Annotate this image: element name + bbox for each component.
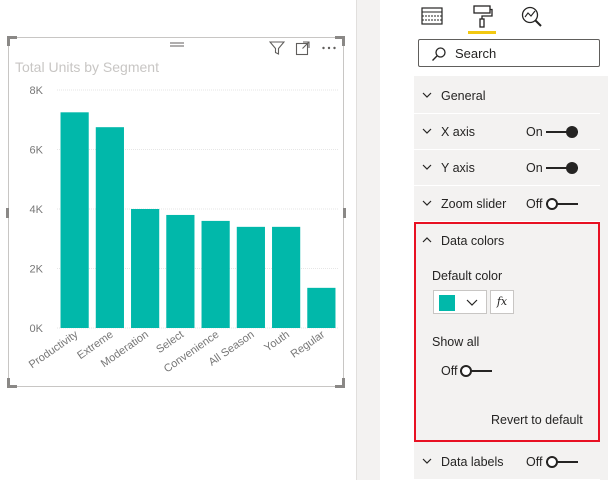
data-labels-toggle[interactable] bbox=[546, 455, 578, 469]
format-paint-icon bbox=[473, 5, 493, 28]
bar-all-season[interactable] bbox=[236, 226, 265, 328]
analytics-icon bbox=[521, 6, 542, 27]
section-label-data-colors[interactable]: Data colors bbox=[441, 234, 505, 248]
search-icon bbox=[432, 47, 446, 61]
chevron-down-icon bbox=[466, 299, 478, 306]
color-swatch bbox=[439, 295, 455, 311]
resize-handle-right[interactable] bbox=[343, 208, 346, 218]
revert-to-default-link[interactable]: Revert to default bbox=[491, 413, 583, 427]
focus-mode-icon[interactable] bbox=[295, 40, 311, 56]
section-label-x-axis: X axis bbox=[441, 125, 476, 139]
bar-select[interactable] bbox=[166, 214, 195, 328]
bar-extreme[interactable] bbox=[95, 127, 124, 328]
show-all-label: Show all bbox=[432, 335, 480, 349]
y-tick-label: 2K bbox=[30, 264, 44, 276]
resize-handle-bottom-right[interactable] bbox=[335, 378, 345, 388]
section-data-colors: Data colors Default color fx Show all Of… bbox=[414, 222, 600, 442]
x-axis-toggle[interactable] bbox=[546, 125, 578, 139]
section-zoom-slider[interactable]: Zoom slider Off bbox=[414, 186, 600, 222]
section-x-axis[interactable]: X axis On bbox=[414, 114, 600, 150]
format-sections bbox=[414, 76, 608, 480]
y-tick-label: 0K bbox=[30, 323, 44, 335]
section-label-data-labels: Data labels bbox=[441, 455, 504, 469]
section-y-axis[interactable]: Y axis On bbox=[414, 150, 600, 186]
chevron-up-icon[interactable] bbox=[422, 235, 432, 245]
y-tick-label: 6K bbox=[30, 145, 44, 157]
filter-icon[interactable] bbox=[268, 40, 286, 56]
y-axis-toggle-state: On bbox=[526, 161, 543, 175]
bar-productivity[interactable] bbox=[60, 112, 89, 328]
y-tick-label: 8K bbox=[30, 85, 44, 97]
show-all-toggle[interactable] bbox=[460, 364, 492, 378]
default-color-picker[interactable] bbox=[433, 290, 487, 314]
y-tick-label: 4K bbox=[30, 204, 44, 216]
resize-handle-left[interactable] bbox=[6, 208, 9, 218]
zoom-slider-toggle-state: Off bbox=[526, 197, 543, 211]
search-placeholder: Search bbox=[455, 46, 497, 61]
resize-handle-bottom-left[interactable] bbox=[7, 378, 17, 388]
chart-title: Total Units by Segment bbox=[15, 59, 159, 75]
chevron-down-icon bbox=[422, 200, 432, 206]
more-options-icon[interactable] bbox=[321, 40, 337, 56]
resize-handle-top-left[interactable] bbox=[7, 36, 17, 46]
chart-visual[interactable]: Total Units by Segment 0K 2K 4K 6K 8K Product… bbox=[6, 36, 346, 388]
section-label-general: General bbox=[441, 89, 486, 103]
pane-gutter bbox=[356, 0, 380, 480]
bar-convenience[interactable] bbox=[201, 220, 230, 328]
tab-format[interactable] bbox=[468, 2, 496, 34]
drag-grip-icon[interactable] bbox=[169, 41, 185, 49]
section-general[interactable]: General bbox=[414, 78, 600, 114]
y-axis-toggle[interactable] bbox=[546, 161, 578, 175]
x-axis-toggle-state: On bbox=[526, 125, 543, 139]
bar-youth[interactable] bbox=[272, 226, 301, 328]
chevron-down-icon bbox=[422, 164, 432, 170]
chevron-down-icon bbox=[422, 92, 432, 98]
chevron-down-icon bbox=[422, 128, 432, 134]
zoom-slider-toggle[interactable] bbox=[546, 197, 578, 211]
section-label-zoom-slider: Zoom slider bbox=[441, 197, 507, 211]
pane-divider bbox=[356, 0, 357, 480]
bar-regular[interactable] bbox=[307, 287, 336, 328]
fields-icon bbox=[421, 7, 443, 25]
show-all-toggle-state: Off bbox=[441, 364, 458, 378]
tab-analytics[interactable] bbox=[518, 2, 546, 34]
conditional-format-button[interactable]: fx bbox=[490, 290, 514, 314]
tab-fields[interactable] bbox=[418, 2, 446, 34]
resize-handle-top-right[interactable] bbox=[335, 36, 345, 46]
default-color-label: Default color bbox=[432, 269, 503, 283]
format-search-input[interactable]: Search bbox=[418, 39, 600, 67]
x-tick-label: Regular bbox=[289, 328, 328, 360]
data-labels-toggle-state: Off bbox=[526, 455, 543, 469]
bar-moderation[interactable] bbox=[131, 209, 160, 328]
section-label-y-axis: Y axis bbox=[441, 161, 475, 175]
report-canvas: Total Units by Segment 0K 2K 4K 6K 8K Product… bbox=[6, 36, 346, 388]
section-data-labels[interactable]: Data labels Off bbox=[414, 444, 600, 480]
visualizations-pane bbox=[380, 0, 608, 480]
chevron-down-icon bbox=[422, 458, 432, 464]
